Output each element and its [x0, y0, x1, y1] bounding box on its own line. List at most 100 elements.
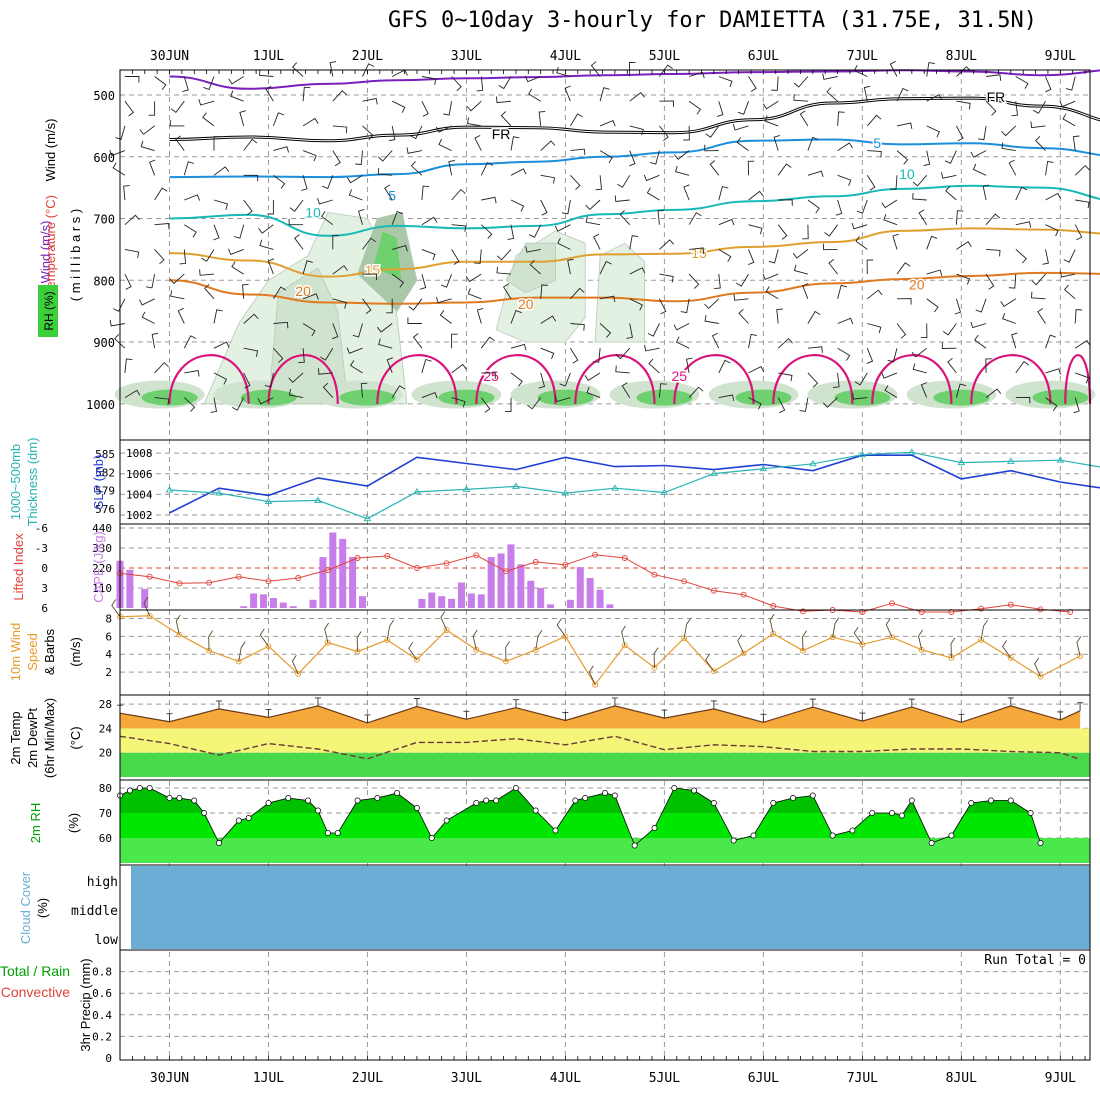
- temp-range-marker: [760, 713, 767, 723]
- wind-barb: [184, 224, 197, 238]
- wind-barb: [621, 382, 631, 398]
- cape-tick-label: 110: [92, 582, 112, 595]
- wind-barb: [421, 216, 438, 226]
- wind-barb: [378, 150, 393, 162]
- rh-marker: [770, 800, 777, 806]
- wind-barb-10m: [705, 653, 715, 672]
- wind-barb: [474, 134, 482, 151]
- panel-border: [119, 609, 1091, 696]
- wind-barb: [688, 71, 705, 79]
- wind-barb: [1045, 76, 1052, 93]
- isotherm-25-loop: [376, 354, 458, 404]
- wind-barb: [154, 76, 167, 90]
- wind-barb: [408, 298, 423, 311]
- wind-barb: [956, 241, 972, 250]
- wind-barb: [599, 87, 610, 102]
- wind-barb: [851, 222, 868, 230]
- rh-marker: [473, 800, 480, 806]
- wind-barb: [505, 397, 512, 413]
- wind-barb-10m: [1002, 640, 1012, 659]
- wind-barb: [259, 239, 274, 250]
- wind-barb: [793, 94, 808, 102]
- wind-speed-marker: [918, 646, 925, 653]
- x-tick-label-bottom: 6JUL: [748, 1071, 779, 1086]
- wind-barb: [1002, 312, 1016, 324]
- li-marker: [681, 578, 688, 585]
- wind-barb: [881, 372, 898, 379]
- wind-barb: [918, 209, 928, 225]
- wind-barb: [175, 135, 185, 151]
- cape-bar: [566, 599, 574, 608]
- pressure-tick-label: 700: [93, 213, 115, 227]
- wind-barb: [476, 307, 484, 324]
- wind-barb: [833, 372, 840, 388]
- wind-barb: [332, 234, 339, 250]
- wind-barb: [941, 342, 957, 349]
- rh-marker: [265, 800, 272, 806]
- wind-barb: [465, 273, 482, 283]
- wind-barb: [332, 90, 347, 102]
- cape-bar: [141, 588, 149, 608]
- wind-barb: [332, 125, 348, 134]
- wind-barb: [184, 369, 200, 377]
- x-tick-label-top: 5JUL: [649, 49, 680, 64]
- wind-barb: [1015, 396, 1031, 404]
- wind-barb: [213, 372, 228, 385]
- wind-barb: [675, 165, 690, 176]
- isotherm-25-loop: [475, 354, 557, 404]
- wind-barb: [124, 273, 132, 290]
- wind-barb: [586, 386, 601, 399]
- temp2m-label-4: (°C): [68, 726, 83, 749]
- wind-barb: [302, 150, 317, 162]
- wind-barb: [807, 136, 819, 151]
- wind-barb: [704, 144, 719, 152]
- wind-barb: [942, 323, 957, 336]
- thickness-marker: [660, 488, 669, 495]
- wind-barb: [1008, 159, 1017, 176]
- wind-barb: [837, 174, 852, 186]
- wind-barb: [956, 100, 971, 110]
- wind-barb: [643, 174, 660, 182]
- wind-barb: [1033, 100, 1046, 114]
- wind-barb: [184, 194, 201, 201]
- surface-moist-core: [735, 389, 792, 406]
- wind-barb: [570, 148, 586, 156]
- temp-range-marker: [809, 698, 816, 708]
- wind-barb: [183, 397, 196, 412]
- wind-barb: [540, 284, 548, 299]
- rh-marker: [285, 795, 292, 801]
- cape-bar: [250, 593, 258, 608]
- wind-barb: [302, 323, 316, 337]
- wind-barb: [659, 239, 675, 250]
- wind-barb-10m: [918, 629, 923, 650]
- wind-barb: [183, 335, 197, 349]
- wind-barb: [629, 235, 639, 250]
- wind-barb: [466, 117, 482, 127]
- wind-barb: [406, 147, 422, 154]
- wind-barb: [151, 332, 159, 349]
- wind-barb: [272, 112, 285, 127]
- thickness-tick-label: 585: [95, 448, 115, 461]
- wind10-label-3: & Barbs: [42, 628, 57, 675]
- wind-barb: [614, 195, 630, 202]
- wind-barb: [896, 298, 912, 305]
- wind-barb: [438, 138, 452, 152]
- wind-barb: [154, 187, 168, 201]
- wind-barb: [1008, 274, 1017, 289]
- wind-barb: [1073, 397, 1080, 414]
- wind-barb: [570, 287, 585, 300]
- wind-barb: [777, 338, 793, 349]
- wind-barb: [407, 317, 422, 324]
- x-tick-label-top: 6JUL: [748, 49, 779, 64]
- thickness-marker: [462, 485, 471, 492]
- wind-barb: [124, 358, 133, 373]
- wind-barb: [567, 258, 574, 275]
- cape-bar: [467, 593, 475, 608]
- wind-barb: [124, 100, 135, 117]
- wind-barb: [912, 363, 927, 374]
- wind-barb: [896, 122, 913, 129]
- temp2m-label-2: 2m DewPt: [25, 708, 40, 768]
- wind-barb: [258, 224, 274, 234]
- wind-barb: [985, 358, 992, 373]
